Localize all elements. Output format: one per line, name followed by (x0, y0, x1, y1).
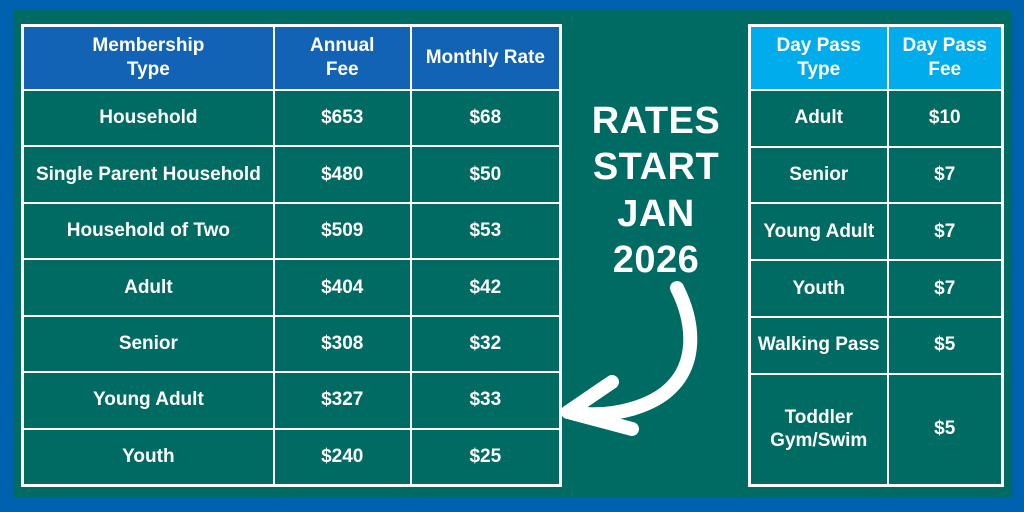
membership-rates-table: Membership Type Annual Fee Monthly Rate … (21, 24, 562, 487)
monthly-rate-cell: $33 (409, 373, 559, 428)
table-row: Young Adult $327 $33 (24, 371, 559, 428)
table-row: Household $653 $68 (24, 89, 559, 146)
monthly-rate-cell: $42 (409, 260, 559, 315)
rates-start-note: RATES START JAN 2026 (591, 100, 721, 282)
annual-fee-cell: $327 (272, 373, 410, 428)
day-pass-type-cell: Walking Pass (757, 334, 880, 356)
annual-fee-cell: $653 (272, 91, 410, 146)
day-pass-type-cell: Adult (794, 107, 844, 129)
day-pass-type-cell: Senior (789, 164, 849, 186)
membership-type-cell: Household of Two (66, 220, 230, 242)
curved-arrow-icon (548, 272, 703, 450)
column-header-day-pass-fee: Day Pass Fee (886, 27, 1002, 89)
flyer-background (13, 10, 1012, 497)
table-row: Walking Pass $5 (751, 315, 1002, 373)
membership-type-cell: Single Parent Household (35, 163, 261, 185)
day-pass-fee-cell: $7 (886, 204, 1002, 260)
day-pass-fee-cell: $10 (886, 91, 1002, 146)
monthly-rate-cell: $68 (409, 91, 559, 146)
table-row: Senior $308 $32 (24, 314, 559, 372)
day-pass-type-cell: Toddler Gym/Swim (770, 406, 868, 452)
annual-fee-cell: $308 (272, 316, 410, 372)
column-header-day-pass-type: Day Pass Type (776, 35, 861, 80)
table-row: Adult $10 (751, 89, 1001, 146)
day-pass-fee-cell: $5 (886, 317, 1002, 373)
monthly-rate-cell: $25 (409, 429, 559, 484)
column-header-membership-type: Membership Type (92, 35, 205, 80)
table-row: Household of Two $509 $53 (24, 201, 559, 259)
table-header-row: Day Pass Type Day Pass Fee (751, 27, 1001, 89)
membership-type-cell: Household (99, 107, 198, 129)
annual-fee-cell: $509 (272, 203, 410, 259)
membership-type-cell: Youth (122, 445, 175, 467)
membership-type-cell: Young Adult (92, 389, 204, 411)
monthly-rate-cell: $53 (409, 203, 559, 259)
table-row: Youth $240 $25 (24, 427, 559, 484)
column-header-annual-fee: Annual Fee (272, 27, 410, 89)
monthly-rate-cell: $32 (409, 316, 559, 372)
day-pass-fee-cell: $7 (886, 261, 1002, 316)
day-pass-type-cell: Young Adult (763, 220, 875, 242)
annual-fee-cell: $240 (272, 429, 410, 484)
annual-fee-cell: $480 (272, 147, 410, 202)
annual-fee-cell: $404 (272, 260, 410, 315)
table-row: Young Adult $7 (751, 202, 1002, 260)
table-row: Adult $404 $42 (24, 258, 559, 315)
table-row: Senior $7 (751, 145, 1002, 203)
day-pass-fee-cell: $5 (886, 374, 1002, 485)
monthly-rate-cell: $50 (409, 147, 559, 202)
day-pass-table: Day Pass Type Day Pass Fee Adult $10 Sen… (748, 24, 1004, 487)
membership-type-cell: Senior (118, 333, 178, 355)
column-header-monthly-rate: Monthly Rate (409, 27, 559, 89)
membership-type-cell: Adult (124, 276, 173, 298)
table-row: Single Parent Household $480 $50 (24, 145, 559, 202)
day-pass-fee-cell: $7 (886, 147, 1002, 203)
table-row: Youth $7 (751, 259, 1001, 316)
table-header-row: Membership Type Annual Fee Monthly Rate (24, 27, 559, 89)
day-pass-type-cell: Youth (792, 277, 845, 299)
table-row: Toddler Gym/Swim $5 (751, 372, 1002, 485)
